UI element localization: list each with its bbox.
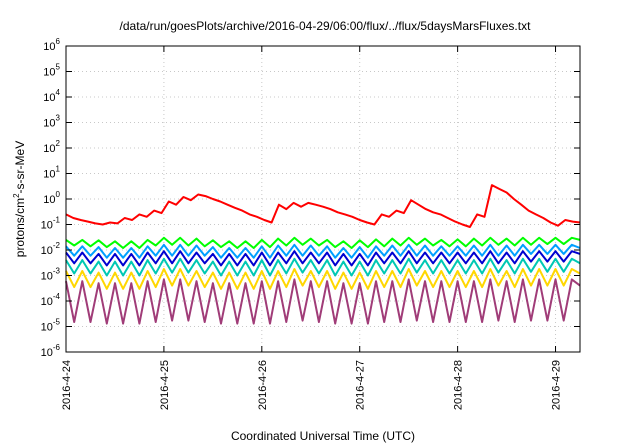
y-tick-label: 104: [43, 88, 60, 104]
y-tick-label: 105: [43, 63, 60, 79]
series-line: [65, 250, 581, 267]
y-tick-label: 106: [43, 37, 60, 53]
svg-text:protons/cm2-s-sr-MeV: protons/cm2-s-sr-MeV: [12, 141, 27, 257]
y-tick-label: 102: [43, 139, 60, 155]
y-tick-label: 10-2: [41, 241, 61, 257]
y-tick-label: 10-3: [41, 267, 61, 283]
x-tick-label: 2016-4-28: [453, 360, 465, 410]
x-axis-label: Coordinated Universal Time (UTC): [231, 429, 415, 443]
series-line: [65, 243, 581, 259]
series-line: [65, 278, 581, 325]
x-tick-label: 2016-4-27: [355, 360, 367, 410]
series-line: [65, 236, 581, 249]
series-line: [65, 268, 581, 290]
x-tick-label: 2016-4-25: [159, 360, 171, 410]
y-tick-label: 10-6: [41, 343, 61, 359]
y-tick-label: 100: [43, 190, 60, 206]
y-tick-label: 10-1: [41, 216, 61, 232]
y-tick-label: 101: [43, 165, 60, 181]
series-line: [65, 257, 581, 277]
series-line: [65, 184, 581, 228]
x-tick-label: 2016-4-26: [257, 360, 269, 410]
y-axis-label-main: protons/cm: [13, 198, 27, 257]
chart-title: /data/run/goesPlots/archive/2016-04-29/0…: [120, 19, 532, 33]
tick-layer: 10-6 10-5 10-4 10-3 10-2 10-1 100 101 102 103 104 1…: [41, 37, 580, 410]
series-layer: [65, 184, 581, 325]
y-axis-label: protons/cm2-s-sr-MeV: [12, 141, 27, 257]
y-tick-label: 10-5: [41, 318, 61, 334]
x-tick-label: 2016-4-24: [61, 360, 73, 410]
y-axis-label-sup: 2: [12, 193, 21, 198]
x-tick-label: 2016-4-29: [551, 360, 563, 410]
y-tick-label: 10-4: [41, 292, 61, 308]
y-tick-label: 103: [43, 114, 60, 130]
y-axis-label-rest: -s-sr-MeV: [13, 141, 27, 194]
